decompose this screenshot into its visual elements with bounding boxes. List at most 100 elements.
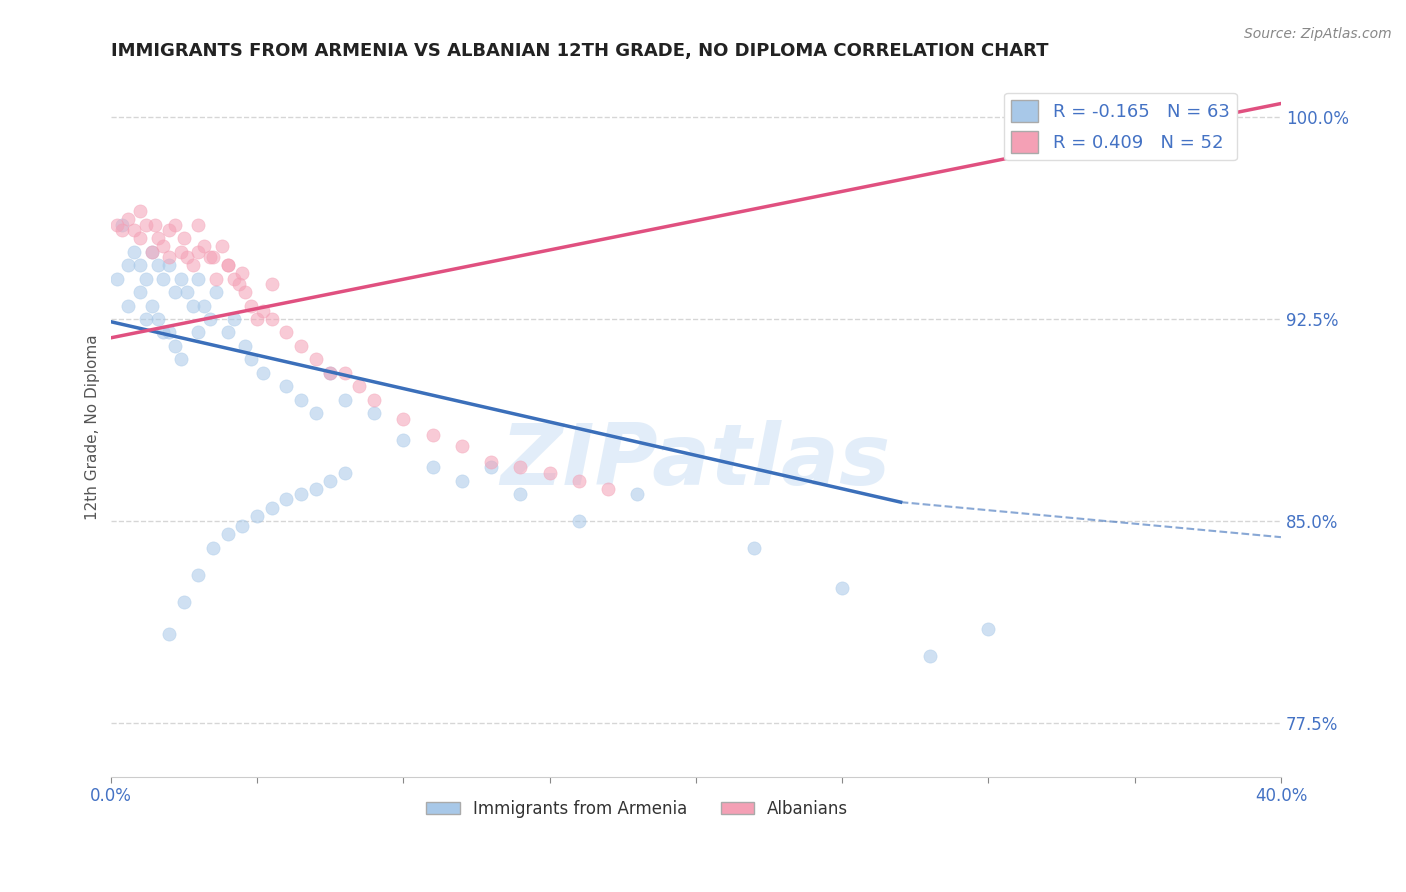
Point [918,648,941,663]
Point [231,266,253,280]
Point [252,366,274,380]
Point [252,304,274,318]
Point [122,244,145,259]
Point [319,366,342,380]
Point [170,271,193,285]
Point [260,500,283,515]
Point [304,406,326,420]
Point [157,250,180,264]
Point [349,379,371,393]
Point [228,277,250,291]
Point [176,250,198,264]
Point [479,455,502,469]
Point [117,212,139,227]
Point [129,204,152,219]
Point [105,271,128,285]
Text: Source: ZipAtlas.com: Source: ZipAtlas.com [1244,27,1392,41]
Point [596,482,619,496]
Point [176,285,198,299]
Point [122,223,145,237]
Point [181,258,204,272]
Point [422,427,444,442]
Point [173,595,195,609]
Point [152,239,174,253]
Legend: Immigrants from Armenia, Albanians: Immigrants from Armenia, Albanians [419,793,855,824]
Point [222,312,245,326]
Point [141,244,163,259]
Point [744,541,766,555]
Point [217,326,239,340]
Point [111,223,134,237]
Point [198,312,221,326]
Point [977,622,1000,636]
Point [129,258,152,272]
Point [105,218,128,232]
Point [165,218,187,232]
Point [205,271,228,285]
Point [165,285,187,299]
Point [135,271,157,285]
Text: IMMIGRANTS FROM ARMENIA VS ALBANIAN 12TH GRADE, NO DIPLOMA CORRELATION CHART: IMMIGRANTS FROM ARMENIA VS ALBANIAN 12TH… [111,42,1049,60]
Point [193,299,215,313]
Point [217,258,239,272]
Point [187,567,209,582]
Point [450,439,472,453]
Point [129,285,152,299]
Point [146,231,169,245]
Point [187,271,209,285]
Point [141,244,163,259]
Point [165,339,187,353]
Point [187,218,209,232]
Point [479,460,502,475]
Point [290,487,312,501]
Point [568,474,591,488]
Point [173,231,195,245]
Point [240,352,263,367]
Point [304,352,326,367]
Point [111,218,134,232]
Point [246,508,269,523]
Point [198,250,221,264]
Point [233,339,256,353]
Point [143,218,166,232]
Point [290,392,312,407]
Point [319,474,342,488]
Point [231,519,253,533]
Point [246,312,269,326]
Point [135,312,157,326]
Point [392,433,415,447]
Point [626,487,648,501]
Point [260,277,283,291]
Point [217,527,239,541]
Point [333,392,356,407]
Point [509,487,531,501]
Point [152,326,174,340]
Point [157,223,180,237]
Point [181,299,204,313]
Point [568,514,591,528]
Point [157,258,180,272]
Point [422,460,444,475]
Point [363,406,385,420]
Point [193,239,215,253]
Point [117,258,139,272]
Point [290,339,312,353]
Point [141,299,163,313]
Point [129,231,152,245]
Point [450,474,472,488]
Point [135,218,157,232]
Point [319,366,342,380]
Point [152,271,174,285]
Point [187,244,209,259]
Point [333,466,356,480]
Text: ZIPatlas: ZIPatlas [501,420,891,503]
Point [240,299,263,313]
Point [202,541,225,555]
Point [157,627,180,641]
Point [157,326,180,340]
Point [222,271,245,285]
Point [146,312,169,326]
Point [205,285,228,299]
Point [211,239,233,253]
Point [276,492,298,507]
